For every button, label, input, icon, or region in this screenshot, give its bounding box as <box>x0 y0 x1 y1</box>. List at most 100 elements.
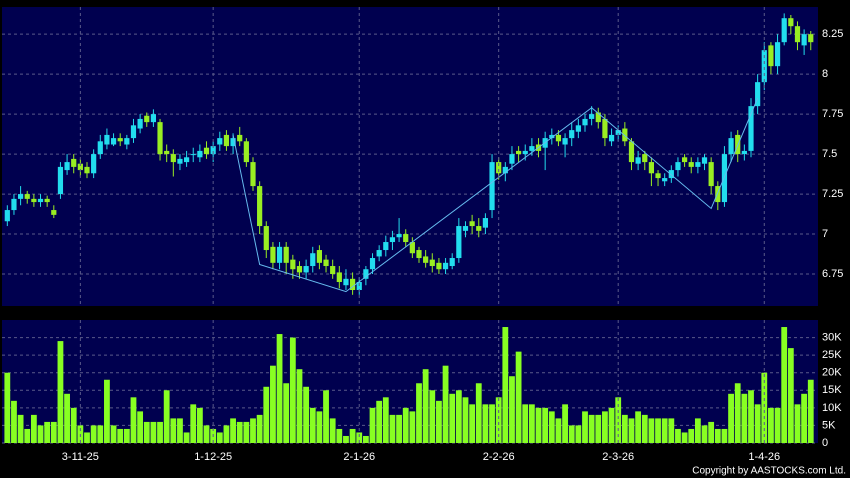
candle-body <box>290 259 296 270</box>
volume-bar <box>615 397 622 443</box>
y-tick-label: 0 <box>822 437 828 449</box>
volume-bar <box>17 414 24 443</box>
candle-body <box>104 134 110 145</box>
volume-bar <box>356 432 363 443</box>
volume-bar <box>655 418 661 443</box>
volume-bar <box>130 397 137 443</box>
volume-bar <box>661 418 668 443</box>
x-tick-label: 2-2-26 <box>483 451 515 463</box>
volume-bar <box>469 404 476 443</box>
candle-body <box>91 154 97 174</box>
candle-body <box>150 114 156 123</box>
candle-body <box>489 162 495 211</box>
volume-bar <box>223 425 230 443</box>
candle-body <box>170 154 176 163</box>
overlay-line <box>232 97 759 293</box>
candle-body <box>210 146 216 155</box>
candle-body <box>177 158 183 164</box>
candle-body <box>237 134 243 142</box>
candle-body <box>688 162 694 167</box>
candle-body <box>648 162 654 174</box>
volume-bar <box>190 404 197 443</box>
y-tick-label: 7.5 <box>822 148 837 160</box>
volume-bar <box>143 421 150 443</box>
candle-body <box>482 218 488 228</box>
candle-body <box>217 138 223 145</box>
candle-body <box>31 198 37 203</box>
volume-bar <box>50 421 57 443</box>
volume-bar <box>728 393 734 443</box>
volume-bar <box>37 425 44 443</box>
volume-bar <box>157 421 163 443</box>
volume-bar <box>296 369 303 443</box>
volume-bar <box>807 379 814 443</box>
candle-body <box>429 259 435 267</box>
volume-bar <box>535 407 542 443</box>
volume-bar <box>582 411 588 443</box>
candle-body <box>403 234 409 243</box>
volume-bar <box>489 404 495 443</box>
volume-bar <box>794 404 801 443</box>
candle-body <box>24 194 30 199</box>
volume-bar <box>708 421 715 443</box>
candle-body <box>456 226 462 259</box>
volume-bar <box>522 404 529 443</box>
volume-bar <box>455 390 462 443</box>
candle-body <box>44 198 50 203</box>
volume-bar <box>462 397 469 443</box>
volume-bar <box>90 425 97 443</box>
volume-bar <box>688 428 695 443</box>
y-tick-label: 25K <box>822 349 842 361</box>
volume-bar <box>137 411 144 443</box>
volume-bar <box>11 400 17 443</box>
candle-body <box>549 134 555 139</box>
volume-bar <box>336 428 343 443</box>
candle-body <box>715 186 721 203</box>
candle-body <box>243 141 249 163</box>
candle-body <box>801 34 807 46</box>
volume-bar <box>542 407 549 443</box>
candle-body <box>476 226 482 231</box>
candle-body <box>662 178 668 182</box>
candle-body <box>303 266 309 273</box>
candle-body <box>575 125 581 132</box>
volume-bar <box>216 432 223 443</box>
volume-bar <box>30 414 37 443</box>
volume-bar <box>608 407 615 443</box>
volume-bar <box>369 407 376 443</box>
candle-body <box>442 262 449 270</box>
candle-body <box>569 130 575 139</box>
volume-bar <box>509 376 515 443</box>
volume-bar <box>734 383 741 443</box>
volume-bar <box>575 425 582 443</box>
candle-body <box>635 157 641 164</box>
candle-body <box>595 112 601 123</box>
volume-bar <box>316 411 323 443</box>
volume-bar <box>183 432 190 443</box>
candle-body <box>701 157 708 164</box>
candle-body <box>416 250 422 259</box>
volume-bar <box>422 369 429 443</box>
candle-body <box>675 162 681 171</box>
volume-bar <box>801 393 808 443</box>
x-tick-label: 3-11-25 <box>62 451 99 463</box>
candle-body <box>363 269 369 279</box>
volume-bar <box>568 425 575 443</box>
volume-bar <box>548 411 555 443</box>
volume-bar <box>595 414 602 443</box>
volume-bar <box>276 334 283 443</box>
x-tick-label: 2-1-26 <box>343 451 375 463</box>
candle-body <box>223 134 230 147</box>
volume-bar <box>668 418 675 443</box>
volume-bar <box>84 432 90 443</box>
volume-bar <box>675 428 681 443</box>
volume-bar <box>117 428 124 443</box>
candle-body <box>436 262 442 270</box>
volume-bar <box>123 428 130 443</box>
candle-body <box>655 173 661 179</box>
candle-body <box>77 163 83 171</box>
volume-bar <box>761 372 768 443</box>
volume-bar <box>329 418 336 443</box>
candle-body <box>469 221 475 227</box>
